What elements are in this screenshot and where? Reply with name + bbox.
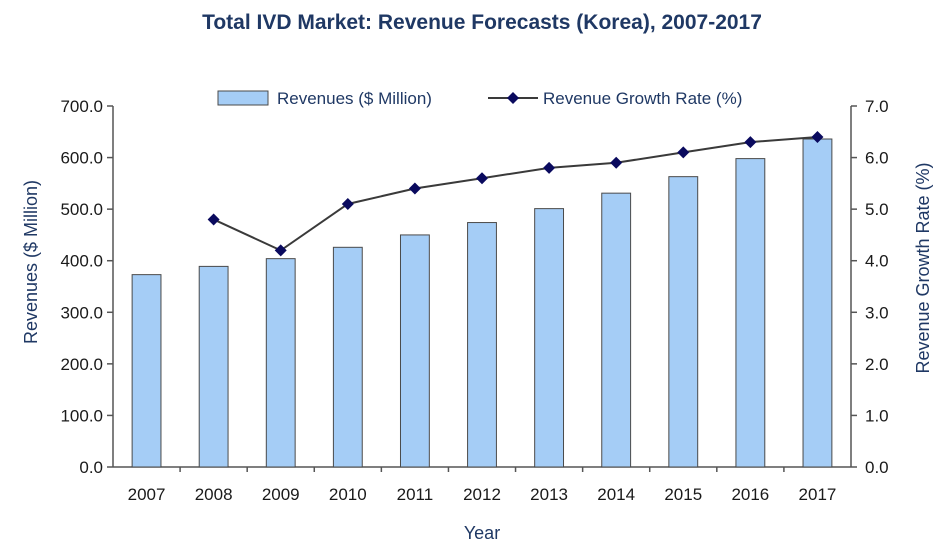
growth-marker-2010 xyxy=(341,197,354,210)
x-tick-label: 2009 xyxy=(262,485,300,504)
y2-tick-label: 6.0 xyxy=(865,149,889,168)
bar-2007 xyxy=(131,274,162,468)
x-tick-label: 2013 xyxy=(530,485,568,504)
bar-2011 xyxy=(399,234,430,468)
growth-marker-2013 xyxy=(543,161,556,174)
y-tick-label: 300.0 xyxy=(60,303,103,322)
legend-marker-swatch xyxy=(507,92,519,104)
y2-tick-label: 7.0 xyxy=(865,97,889,116)
y2-tick-label: 4.0 xyxy=(865,252,889,271)
x-tick-label: 2010 xyxy=(329,485,367,504)
x-tick-label: 2015 xyxy=(664,485,702,504)
x-tick-label: 2014 xyxy=(597,485,635,504)
x-axis-tick-labels: 2007 2008 2009 2010 2011 2012 2013 2014 2015 2016… xyxy=(128,467,837,504)
legend: Revenues ($ Million) Revenue Growth Rate… xyxy=(217,89,742,108)
growth-line-series xyxy=(207,130,824,257)
y2-tick-label: 2.0 xyxy=(865,355,889,374)
y-tick-label: 200.0 xyxy=(60,355,103,374)
growth-marker-2009 xyxy=(274,244,287,257)
x-tick-label: 2017 xyxy=(799,485,837,504)
growth-marker-2008 xyxy=(207,213,220,226)
right-axis-ticks: 0.0 1.0 2.0 3.0 4.0 5.0 6.0 7.0 xyxy=(851,97,889,477)
x-tick-label: 2008 xyxy=(195,485,233,504)
growth-marker-2015 xyxy=(677,146,690,159)
growth-marker-2014 xyxy=(610,156,623,169)
y2-tick-label: 3.0 xyxy=(865,303,889,322)
y-tick-label: 500.0 xyxy=(60,200,103,219)
legend-label-revenues: Revenues ($ Million) xyxy=(277,89,432,108)
growth-marker-2012 xyxy=(476,172,488,185)
bar-2015 xyxy=(668,176,699,468)
y-tick-label: 0.0 xyxy=(79,458,103,477)
x-tick-label: 2011 xyxy=(397,485,434,504)
x-axis-title: Year xyxy=(464,523,500,543)
growth-marker-2011 xyxy=(408,182,421,195)
growth-rate-line xyxy=(213,135,818,252)
legend-label-growth-rate: Revenue Growth Rate (%) xyxy=(543,89,742,108)
y-tick-label: 600.0 xyxy=(60,149,103,168)
bar-2017 xyxy=(802,138,833,468)
bar-2008 xyxy=(198,265,229,468)
y2-tick-label: 0.0 xyxy=(865,458,889,477)
legend-bar-swatch xyxy=(217,90,269,106)
y2-axis-title: Revenue Growth Rate (%) xyxy=(913,162,933,373)
y-tick-label: 100.0 xyxy=(60,406,103,425)
y-axis-title: Revenues ($ Million) xyxy=(21,180,41,344)
bars xyxy=(131,138,833,468)
bar-2016 xyxy=(735,158,766,468)
x-tick-label: 2007 xyxy=(128,485,166,504)
chart-title: Total IVD Market: Revenue Forecasts (Kor… xyxy=(202,11,762,34)
left-axis-ticks: 0.0 100.0 200.0 300.0 400.0 500.0 600.0 700.0 xyxy=(60,97,113,477)
growth-marker-2017 xyxy=(811,130,824,143)
bar-2014 xyxy=(601,192,632,468)
bar-2012 xyxy=(467,222,497,468)
growth-marker-2016 xyxy=(744,136,757,149)
x-tick-label: 2016 xyxy=(731,485,769,504)
bar-2013 xyxy=(534,208,565,468)
x-tick-label: 2012 xyxy=(463,485,501,504)
y-tick-label: 400.0 xyxy=(60,252,103,271)
y2-tick-label: 5.0 xyxy=(865,200,889,219)
bar-2009 xyxy=(265,258,296,468)
y-tick-label: 700.0 xyxy=(60,97,103,116)
bar-2010 xyxy=(332,246,363,468)
y2-tick-label: 1.0 xyxy=(865,406,889,425)
